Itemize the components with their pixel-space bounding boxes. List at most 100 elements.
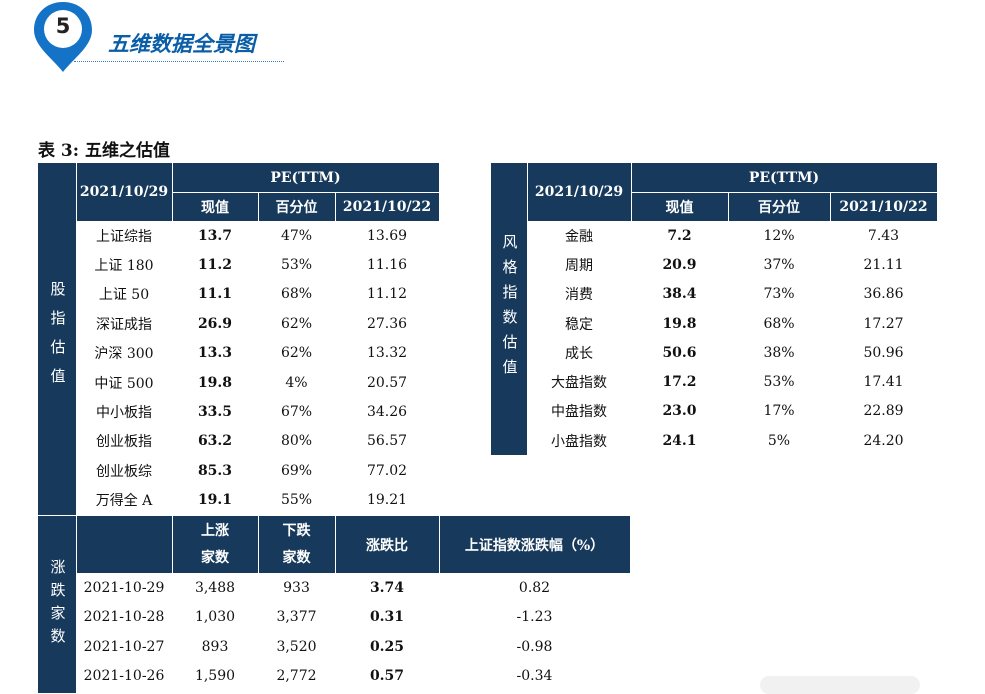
breadth-row-ratio: 0.57 [369,668,405,685]
style-row-value: 20.9 [662,256,697,273]
index-row-name: 创业板指 [96,434,152,451]
breadth-row-up: 1,030 [194,609,236,626]
index-row-prev: 34.26 [366,404,408,421]
style-row-value: 17.2 [662,374,697,391]
style-row-name: 稳定 [565,316,593,333]
breadth-col-up-line1: 上涨 [201,522,229,539]
header-divider [631,163,632,221]
style-col-value: 现值 [631,192,728,221]
index-row-value: 13.7 [197,227,233,244]
header-divider [728,192,729,221]
table-caption: 表 3: 五维之估值 [38,141,170,161]
header-divider [830,192,831,221]
style-row-prev: 17.27 [863,315,904,332]
breadth-row-up: 3,488 [194,579,236,596]
style-row-value: 19.8 [662,315,697,332]
breadth-row-index-change: -1.23 [516,609,553,626]
breadth-row-ratio: 0.25 [369,638,405,655]
breadth-row-date: 2021-10-26 [83,668,165,685]
index-row-name: 创业板综 [96,463,152,480]
style-row-percentile: 5% [767,432,791,449]
section-title: 五维数据全景图 [108,32,255,56]
header-divider [258,192,259,221]
index-col-value: 现值 [172,192,258,221]
style-row-value: 38.4 [662,286,697,303]
index-row-percentile: 62% [280,345,313,362]
header-divider [527,163,528,221]
breadth-row-index-change: -0.34 [516,668,553,685]
breadth-col-down-line1: 下跌 [282,522,311,539]
index-date-header: 2021/10/29 [76,163,172,221]
index-row-prev: 13.69 [366,227,408,244]
index-row-percentile: 53% [280,257,313,274]
index-row-name: 上证综指 [96,228,152,245]
breadth-row-down: 3,520 [276,638,317,655]
location-pin-icon [34,2,92,72]
style-row-percentile: 17% [763,403,795,420]
index-row-name: 深证成指 [96,316,152,333]
style-date-header: 2021/10/29 [527,163,631,221]
header-divider [439,516,440,573]
breadth-col-ratio: 涨跌比 [335,516,439,573]
index-row-value: 85.3 [197,462,233,479]
style-row-name: 小盘指数 [551,433,607,450]
style-row-percentile: 68% [763,315,795,332]
index-row-percentile: 67% [280,404,313,421]
style-pe-header: PE(TTM) [631,163,937,192]
index-row-name: 上证 180 [94,258,154,275]
breadth-col-up-line2: 家数 [201,549,229,566]
index-row-name: 上证 50 [98,287,150,304]
style-row-value: 50.6 [662,344,697,361]
style-row-name: 中盘指数 [551,404,607,421]
style-row-prev: 17.41 [863,374,904,391]
header-divider [76,163,77,221]
header-divider [258,516,259,573]
breadth-row-date: 2021-10-29 [83,579,165,596]
style-row-prev: 36.86 [863,286,904,303]
index-row-value: 19.1 [197,492,233,509]
title-underline [74,61,284,62]
section-header: 5 五维数据全景图 [0,0,985,90]
index-row-prev: 11.16 [366,257,408,274]
index-row-prev: 77.02 [366,462,408,479]
index-row-prev: 27.36 [366,315,408,332]
style-row-percentile: 53% [763,374,795,391]
index-row-value: 33.5 [197,404,233,421]
index-row-value: 13.3 [197,345,233,362]
style-row-value: 24.1 [662,432,697,449]
index-row-value: 26.9 [197,315,233,332]
background-smudge [760,676,920,694]
breadth-row-index-change: 0.82 [518,579,551,596]
index-col-prev: 2021/10/22 [335,192,439,221]
style-side-label-text: 风格指数估值 [500,234,519,384]
breadth-row-index-change: -0.98 [516,638,553,655]
breadth-col-down: 下跌 家数 [258,516,335,573]
style-row-prev: 21.11 [863,256,904,273]
index-row-percentile: 68% [280,286,313,303]
index-side-label: 股指估值 [38,163,76,515]
style-col-percentile: 百分位 [728,192,830,221]
index-pe-header: PE(TTM) [172,163,439,192]
header-divider [631,192,937,193]
breadth-side-label: 涨跌家数 [38,516,76,693]
index-row-prev: 56.57 [366,433,408,450]
breadth-row-up: 1,590 [194,668,236,685]
style-row-value: 7.2 [667,227,692,244]
index-row-prev: 20.57 [366,374,408,391]
style-row-percentile: 12% [763,227,795,244]
index-row-name: 沪深 300 [94,346,154,363]
breadth-row-down: 2,772 [276,668,317,685]
breadth-row-up: 893 [201,638,229,655]
breadth-row-down: 933 [283,579,310,596]
header-divider [335,192,336,221]
style-row-percentile: 37% [763,256,795,273]
index-row-value: 11.1 [197,286,233,303]
index-row-percentile: 62% [280,315,313,332]
breadth-col-index-change: 上证指数涨跌幅（%） [439,516,630,573]
index-row-percentile: 80% [280,433,313,450]
style-row-prev: 22.89 [863,403,904,420]
index-col-percentile: 百分位 [258,192,335,221]
style-row-percentile: 73% [763,286,795,303]
index-row-prev: 19.21 [366,492,408,509]
style-row-name: 金融 [565,228,593,245]
